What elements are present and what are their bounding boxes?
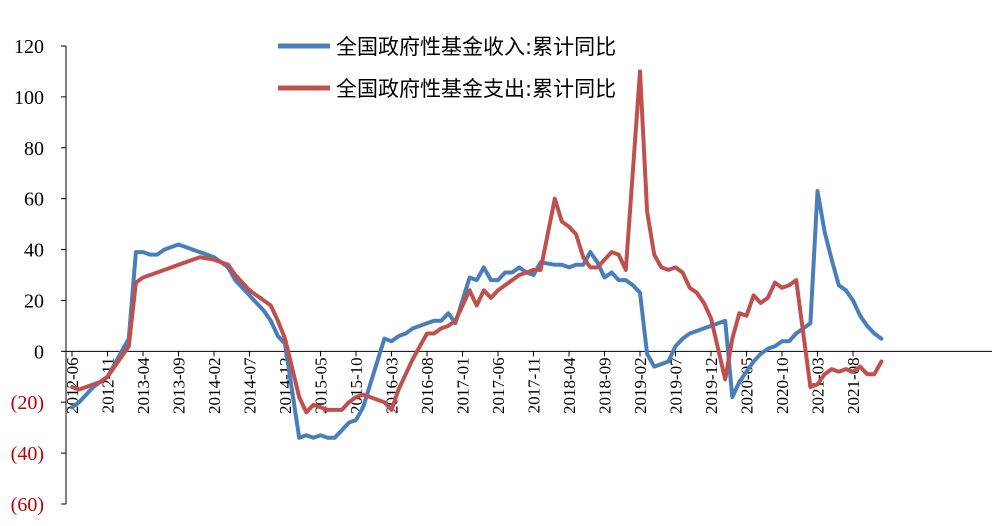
y-tick-label: (20): [11, 392, 44, 414]
y-tick-label: 20: [24, 290, 44, 312]
x-tick-label: 2020-10: [773, 357, 792, 414]
series-line-2: [70, 69, 884, 415]
series-line-1: [70, 189, 884, 440]
x-tick-label: 2019-12: [702, 357, 721, 414]
x-tick-label: 2013-04: [134, 357, 153, 414]
x-axis: 2012-06 2012-11 2013-04 2013-09 2014-02 2014-…: [63, 350, 992, 414]
x-tick-label: 2019-02: [631, 357, 650, 414]
y-tick-label: 100: [14, 87, 44, 109]
x-tick-label: 2018-09: [596, 357, 615, 414]
y-tick-label: 80: [24, 138, 44, 160]
x-tick-label: 2017-01: [454, 357, 473, 414]
x-tick-label: 2014-07: [241, 357, 260, 414]
series-lines: [70, 69, 884, 440]
legend-label-1: 全国政府性基金收入:累计同比: [336, 35, 616, 59]
x-tick-label: 2014-02: [205, 357, 224, 414]
y-tick-label: 40: [24, 240, 44, 262]
y-tick-label: 0: [34, 341, 44, 363]
x-tick-label: 2019-07: [667, 357, 686, 414]
legend-label-2: 全国政府性基金支出:累计同比: [336, 77, 616, 101]
y-tick-label: 60: [24, 189, 44, 211]
x-tick-label: 2013-09: [170, 357, 189, 414]
x-tick-label: 2017-11: [525, 357, 544, 413]
x-tick-label: 2018-04: [560, 357, 579, 414]
x-tick-label: 2020-05: [738, 357, 757, 414]
y-tick-label: (40): [11, 443, 44, 465]
x-tick-label: 2016-08: [418, 357, 437, 414]
y-tick-label: (60): [11, 494, 44, 516]
x-tick-label: 2017-06: [489, 357, 508, 414]
y-tick-label: 120: [14, 36, 44, 58]
y-axis: 120 100 80 60 40 20 0 (20) (40) (60): [11, 36, 67, 516]
x-tick-label: 2015-05: [312, 357, 331, 414]
